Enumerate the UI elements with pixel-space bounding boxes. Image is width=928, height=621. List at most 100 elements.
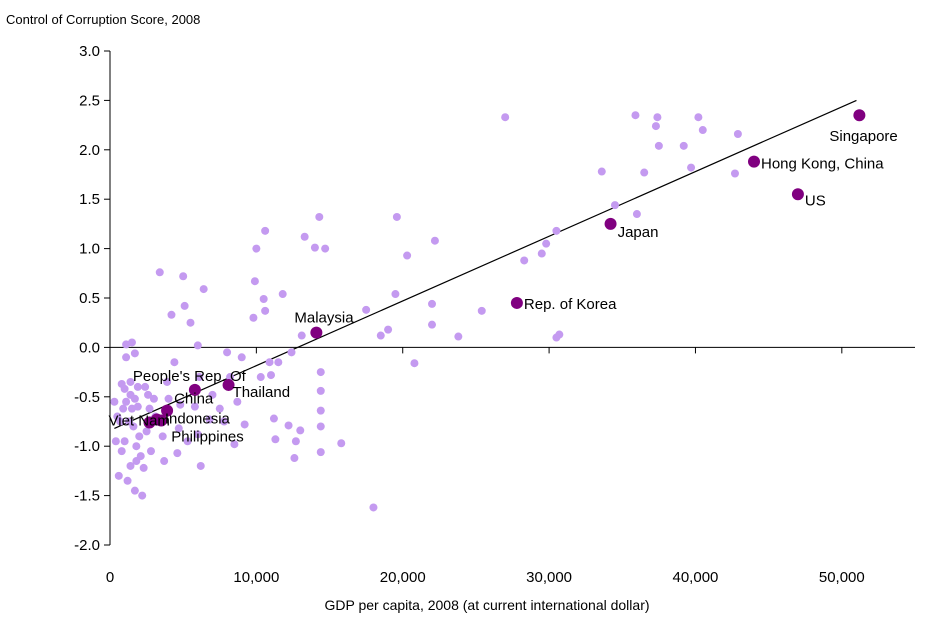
data-point [111,437,120,446]
data-point [193,430,202,439]
trendline-group [114,99,857,429]
y-tick-label: 3.0 [79,43,100,60]
point-label: Singapore [829,128,897,145]
data-point [271,435,280,444]
data-point [116,417,125,426]
data-point [223,348,232,357]
data-point [316,406,325,415]
data-point [110,397,119,406]
data-point [139,463,148,472]
axes: -2.0 -1.5 -1.0 -0.5 0.0 0.5 1.0 1.5 2.0 2.5 3.0 0 10… [74,43,915,586]
data-point [195,373,204,382]
x-tick-label: 10,000 [233,569,279,586]
y-axis-title: Control of Corruption Score, 2008 [6,12,200,27]
data-point [698,126,707,135]
data-point [278,290,287,299]
data-point [403,251,412,260]
data-point [149,394,158,403]
data-point [392,212,401,221]
data-point [126,377,135,386]
data-point [130,394,139,403]
data-point [632,210,641,219]
data-point [126,461,135,470]
data-point [733,129,742,138]
data-point [117,447,126,456]
point-label: Viet Nam [109,412,170,429]
data-point [199,285,208,294]
point-label: China [174,391,214,408]
point-label: Rep. of Korea [524,296,617,313]
data-point [230,440,239,449]
data-point [337,439,346,448]
data-point [133,382,142,391]
data-point [215,404,224,413]
data-point [297,331,306,340]
x-axis-title: GDP per capita, 2008 (at current interna… [324,597,649,613]
data-point [120,384,129,393]
data-point [190,402,199,411]
highlighted-point [604,217,617,230]
data-point [142,427,151,436]
y-tick-label: 2.0 [79,142,100,159]
data-point [542,239,551,248]
data-point [144,390,153,399]
y-tick-label: -2.0 [74,537,100,554]
highlighted-point [222,378,235,391]
data-point [138,491,147,500]
data-point [155,268,164,277]
data-point [687,163,696,172]
data-point [119,404,128,413]
data-point [362,305,371,314]
point-labels-group: Singapore Hong Kong, China US Japan Rep. of … [109,128,898,445]
data-point [315,212,324,221]
data-point [220,417,229,426]
highlighted-point [161,404,174,417]
highlighted-point [155,414,168,427]
data-point [310,243,319,252]
data-point [122,397,131,406]
highlighted-point [510,296,523,309]
data-point [146,447,155,456]
y-tick-label: 0.5 [79,290,100,307]
data-point [316,368,325,377]
highlighted-points-group [143,109,866,429]
data-point [265,358,274,367]
data-point [130,349,139,358]
data-point [256,373,265,382]
data-point [391,290,400,299]
data-point [167,310,176,319]
data-point [196,461,205,470]
x-tick-label: 20,000 [380,569,426,586]
data-point [122,353,131,362]
data-point [284,421,293,430]
point-label: People's Rep. Of [133,368,247,385]
data-point [130,486,139,495]
trendline [114,99,857,429]
y-tick-label: 1.0 [79,241,100,258]
x-tick-label: 0 [106,569,114,586]
data-point [186,318,195,327]
data-point [176,400,185,409]
data-point [174,424,183,433]
data-point [193,341,202,350]
x-tick-label: 40,000 [673,569,719,586]
data-point [290,454,299,463]
point-label: US [805,192,826,209]
data-point [233,397,242,406]
data-point [369,503,378,512]
highlighted-point [748,155,760,168]
data-point [430,236,439,245]
y-tick-label: 2.5 [79,92,100,109]
data-point [237,353,246,362]
data-point [428,299,436,308]
data-point [653,113,662,122]
highlighted-point [143,416,156,429]
data-point [129,422,138,431]
data-point [250,277,259,286]
data-point [170,358,179,367]
data-point [136,452,145,461]
y-tick-label: -0.5 [74,389,100,406]
data-point [269,414,278,423]
data-point [180,301,189,310]
